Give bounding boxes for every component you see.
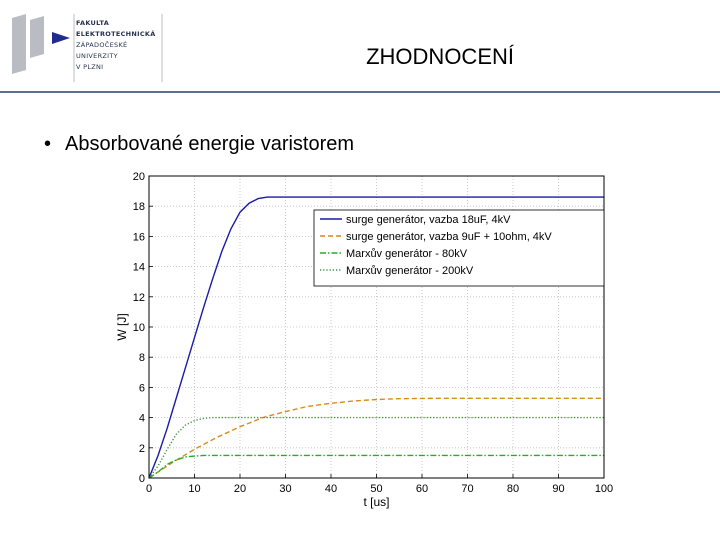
y-axis-label: W [J] [115, 313, 129, 340]
series-line-1 [148, 196, 604, 479]
x-tick-label: 60 [416, 483, 428, 495]
y-tick-label: 4 [139, 413, 145, 425]
x-tick-label: 70 [461, 483, 473, 495]
x-tick-label: 100 [595, 483, 613, 495]
header-divider [0, 91, 720, 93]
y-tick-label: 16 [133, 231, 145, 243]
logo-line: V PLZNI [76, 63, 104, 71]
series-line-3 [148, 454, 604, 479]
x-tick-label: 30 [279, 483, 291, 495]
bullet-text: Absorbované energie varistorem [65, 133, 355, 155]
legend-label-1: surge generátor, vazba 18uF, 4kV [346, 214, 511, 226]
y-tick-label: 6 [139, 382, 145, 394]
x-tick-label: 80 [507, 483, 519, 495]
logo-line: ELEKTROTECHNICKÁ [76, 30, 156, 38]
y-tick-label: 20 [133, 171, 145, 183]
x-tick-label: 10 [188, 483, 200, 495]
bullet-symbol: • [44, 133, 52, 155]
y-tick-label: 10 [133, 322, 145, 334]
logo-line: ZÁPADOČESKÉ [76, 41, 128, 49]
slide-title: ZHODNOCENÍ [366, 44, 514, 69]
series-line-2 [148, 397, 604, 479]
legend-box [313, 209, 605, 287]
logo-line: UNIVERZITY [76, 52, 118, 60]
y-tick-label: 12 [133, 292, 145, 304]
series-line-4 [148, 416, 604, 479]
legend-label-4: Marxův generátor - 200kV [346, 265, 474, 277]
logo-line: FAKULTA [76, 19, 110, 27]
x-axis-label: t [us] [363, 495, 389, 509]
x-tick-label: 0 [146, 483, 152, 495]
x-tick-label: 20 [234, 483, 246, 495]
x-tick-label: 40 [325, 483, 337, 495]
y-tick-label: 18 [133, 201, 145, 213]
legend-label-3: Marxův generátor - 80kV [346, 248, 468, 260]
x-tick-label: 50 [370, 483, 382, 495]
x-tick-label: 90 [552, 483, 564, 495]
y-tick-label: 8 [139, 352, 145, 364]
bullet-item: • Absorbované energie varistorem [44, 133, 354, 156]
university-logo [10, 12, 170, 82]
y-tick-label: 0 [139, 473, 145, 485]
y-tick-label: 14 [133, 262, 145, 274]
legend-label-2: surge generátor, vazba 9uF + 10ohm, 4kV [346, 231, 552, 243]
logo-text: FAKULTA ELEKTROTECHNICKÁ ZÁPADOČESKÉ UNI… [76, 18, 156, 73]
faculty-logo-icon [12, 14, 163, 82]
y-tick-label: 2 [139, 443, 145, 455]
